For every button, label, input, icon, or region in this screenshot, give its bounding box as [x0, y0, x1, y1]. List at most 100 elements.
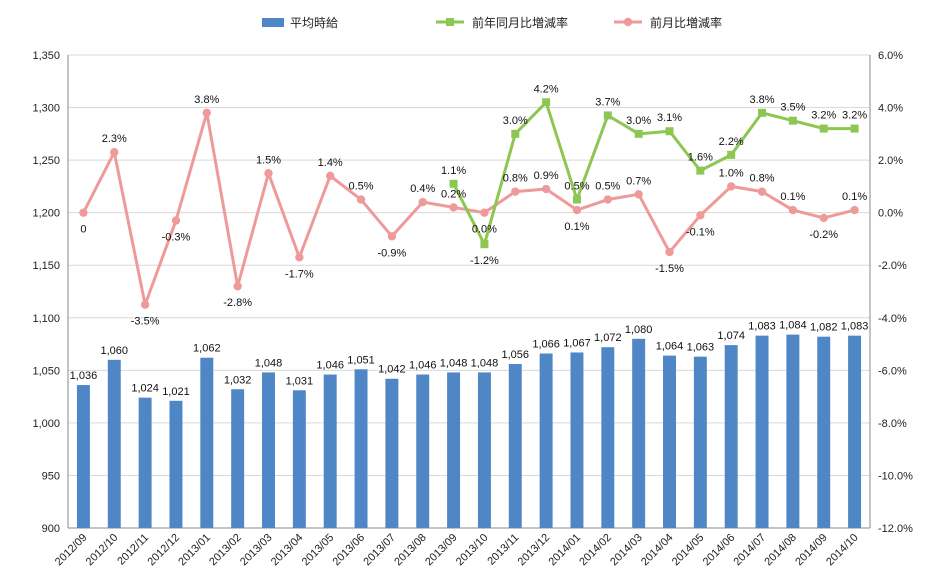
mom-marker	[387, 232, 397, 241]
right-axis-tick-label: -12.0%	[878, 523, 913, 535]
bar-data-label: 1,048	[440, 357, 468, 369]
bar-data-label: 1,074	[717, 330, 745, 342]
mom-data-label: -0.9%	[378, 247, 407, 259]
bar	[107, 359, 121, 528]
mom-data-label: 0.4%	[410, 183, 435, 195]
bar	[601, 347, 615, 528]
mom-marker	[572, 205, 582, 215]
yoy-line	[452, 100, 855, 246]
yoy-data-label: 3.2%	[811, 110, 836, 122]
yoy-data-label: 1.1%	[441, 165, 466, 177]
mom-marker	[171, 216, 181, 225]
left-axis-tick-label: 1,350	[32, 50, 60, 62]
left-axis-tick-label: 1,050	[32, 365, 60, 377]
x-axis-tick-label: 2014/05	[670, 532, 707, 569]
x-axis-tick-label: 2013/08	[392, 532, 429, 569]
bar-data-label: 1,063	[687, 342, 715, 354]
bar-data-label: 1,060	[101, 345, 129, 357]
bar	[262, 372, 275, 528]
x-axis-tick-label: 2013/04	[269, 532, 306, 569]
bar-data-label: 1,036	[70, 370, 98, 382]
legend-label: 平均時給	[290, 16, 338, 30]
bar-data-label: 1,066	[532, 339, 560, 351]
bar-data-label: 1,032	[224, 374, 252, 386]
x-axis-tick-label: 2014/06	[701, 532, 738, 569]
mom-marker	[819, 213, 828, 223]
legend-label: 前年同月比増減率	[472, 15, 568, 30]
mom-marker	[110, 148, 119, 157]
right-axis-tick-label: 0.0%	[878, 208, 903, 220]
x-axis-tick-label: 2012/10	[84, 532, 121, 569]
yoy-data-label: -1.2%	[470, 255, 499, 267]
mom-marker	[233, 282, 242, 291]
bar	[323, 374, 337, 528]
bar	[447, 372, 461, 528]
mom-marker	[140, 300, 150, 309]
x-axis-tick-label: 2014/09	[793, 532, 830, 569]
mom-data-label: 0.8%	[503, 173, 528, 185]
x-axis-tick-label: 2013/12	[516, 532, 553, 569]
yoy-data-label: 1.6%	[688, 152, 713, 164]
bar	[755, 335, 769, 528]
bar-data-label: 1,072	[594, 332, 622, 344]
left-axis-tick-label: 1,200	[32, 208, 60, 220]
left-axis-tick-label: 1,250	[32, 155, 60, 167]
yoy-data-label: 3.1%	[657, 112, 682, 124]
mom-data-label: 0.2%	[441, 188, 466, 200]
mom-data-label: -1.7%	[285, 268, 314, 280]
right-axis-tick-label: -8.0%	[878, 418, 907, 430]
x-axis-tick-label: 2012/09	[53, 532, 90, 569]
yoy-marker	[850, 124, 859, 133]
yoy-data-label: 3.2%	[842, 110, 867, 122]
mom-data-label: -3.5%	[131, 316, 160, 328]
x-axis-tick-label: 2013/10	[454, 532, 491, 569]
yoy-marker	[634, 129, 643, 138]
yoy-marker	[696, 166, 705, 175]
left-axis-tick-label: 1,300	[32, 103, 60, 115]
yoy-marker	[819, 124, 828, 133]
bar	[138, 397, 152, 528]
yoy-marker	[788, 116, 797, 125]
x-axis-tick-label: 2013/05	[300, 532, 337, 569]
bar	[693, 356, 707, 528]
left-axis-tick-label: 950	[42, 470, 60, 482]
right-axis-tick-label: 4.0%	[878, 103, 903, 115]
legend-swatch-marker	[623, 17, 633, 27]
x-axis-tick-label: 2012/12	[145, 532, 182, 569]
mom-data-label: 0	[80, 224, 86, 236]
mom-marker	[788, 205, 798, 215]
yoy-data-label: 3.0%	[626, 115, 651, 127]
bar-data-label: 1,083	[748, 321, 776, 333]
mom-marker	[603, 195, 613, 204]
yoy-marker	[758, 108, 767, 117]
mom-data-label: 1.5%	[256, 154, 281, 166]
bar-data-label: 1,084	[779, 320, 807, 332]
x-axis-tick-label: 2013/06	[331, 532, 368, 569]
legend-label: 前月比増減率	[650, 15, 722, 30]
bar	[385, 378, 399, 528]
mom-data-label: 1.0%	[719, 167, 744, 179]
mom-data-label: 0.9%	[534, 170, 559, 182]
mom-data-label: 3.8%	[194, 94, 219, 106]
yoy-marker	[665, 127, 674, 136]
right-axis-tick-label: -4.0%	[878, 313, 907, 325]
yoy-marker	[511, 129, 520, 138]
bar-data-label: 1,080	[625, 324, 653, 336]
x-axis-tick-label: 2014/03	[608, 532, 645, 569]
mom-marker	[264, 169, 273, 178]
bar-data-label: 1,048	[255, 357, 283, 369]
right-axis-tick-label: 6.0%	[878, 50, 903, 62]
mom-data-label: 0.1%	[780, 191, 805, 203]
x-axis-tick-label: 2013/11	[485, 532, 521, 568]
bar-data-label: 1,021	[162, 386, 190, 398]
bar-data-label: 1,083	[841, 321, 869, 333]
mom-data-label: 0.8%	[749, 173, 774, 185]
bar-data-label: 1,024	[131, 383, 159, 395]
mom-marker	[850, 205, 859, 215]
bar-data-label: 1,062	[193, 343, 221, 355]
legend-swatch-bar	[262, 18, 284, 27]
left-axis-tick-label: 1,000	[32, 418, 60, 430]
left-axis-tick-label: 900	[42, 523, 60, 535]
mom-marker	[665, 247, 674, 257]
